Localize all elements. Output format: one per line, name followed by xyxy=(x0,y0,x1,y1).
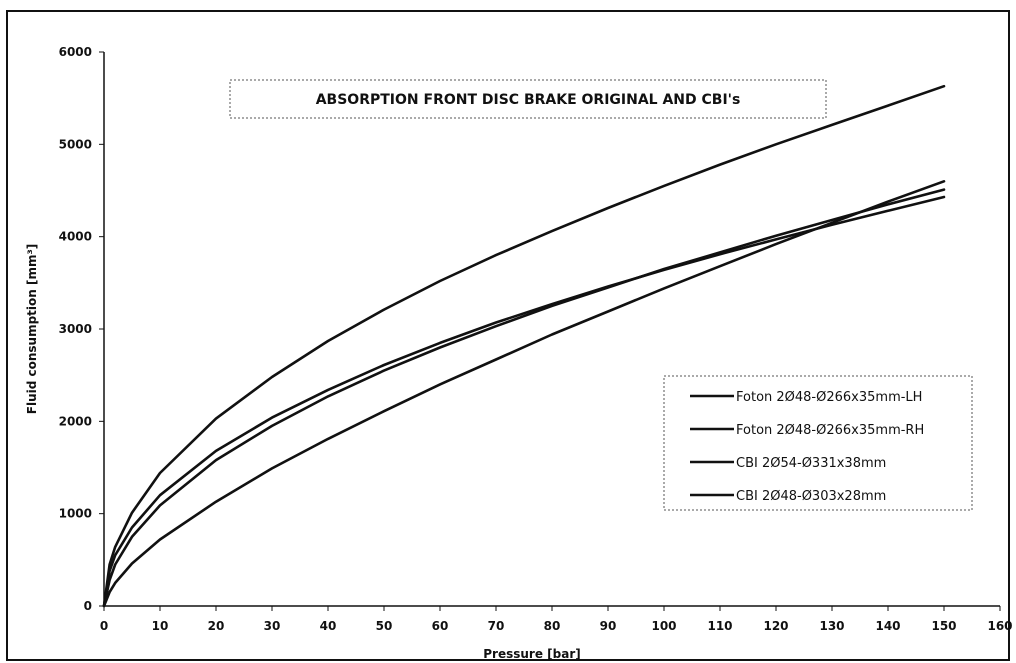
series-layer xyxy=(102,84,946,608)
series-line-1 xyxy=(102,84,946,608)
x-tick-label: 150 xyxy=(931,619,956,633)
y-tick-label: 5000 xyxy=(59,137,92,151)
x-tick-label: 120 xyxy=(763,619,788,633)
legend-label: Foton 2Ø48-Ø266x35mm-RH xyxy=(736,423,924,438)
x-tick-label: 30 xyxy=(264,619,281,633)
x-tick-label: 10 xyxy=(152,619,169,633)
legend-label: Foton 2Ø48-Ø266x35mm-LH xyxy=(736,390,922,405)
x-axis-label: Pressure [bar] xyxy=(483,647,581,661)
x-tick-label: 50 xyxy=(376,619,393,633)
x-tick-label: 100 xyxy=(651,619,676,633)
x-tick-label: 140 xyxy=(875,619,900,633)
x-tick-label: 130 xyxy=(819,619,844,633)
y-tick-label: 0 xyxy=(84,599,92,613)
y-tick-label: 2000 xyxy=(59,414,92,428)
y-tick-label: 1000 xyxy=(59,507,92,521)
series-line-2 xyxy=(102,195,946,608)
legend-label: CBI 2Ø48-Ø303x28mm xyxy=(736,489,886,504)
x-tick-label: 60 xyxy=(432,619,449,633)
legend: Foton 2Ø48-Ø266x35mm-LH Foton 2Ø48-Ø266x3… xyxy=(663,375,973,511)
x-tick-label: 40 xyxy=(320,619,337,633)
x-tick-label: 20 xyxy=(208,619,225,633)
y-axis-label: Fluid consumption [mm³] xyxy=(25,244,39,414)
y-tick-label: 3000 xyxy=(59,322,92,336)
line-chart: 0 10 20 30 40 50 60 70 80 90 100 110 120 130 140 150 160… xyxy=(25,45,1012,661)
x-tick-label: 160 xyxy=(987,619,1012,633)
title-box: ABSORPTION FRONT DISC BRAKE ORIGINAL AND… xyxy=(229,79,827,119)
axes: 0 10 20 30 40 50 60 70 80 90 100 110 120 130 140 150 160… xyxy=(59,45,1012,633)
y-tick-label: 6000 xyxy=(59,45,92,59)
chart-title: ABSORPTION FRONT DISC BRAKE ORIGINAL AND… xyxy=(316,92,741,108)
series-line-4 xyxy=(102,180,946,608)
x-tick-label: 70 xyxy=(488,619,505,633)
legend-label: CBI 2Ø54-Ø331x38mm xyxy=(736,456,886,471)
x-tick-label: 80 xyxy=(544,619,561,633)
x-tick-label: 90 xyxy=(600,619,617,633)
x-tick-label: 0 xyxy=(100,619,108,633)
chart-frame: 0 10 20 30 40 50 60 70 80 90 100 110 120 130 140 150 160… xyxy=(6,10,1012,661)
y-tick-label: 4000 xyxy=(59,230,92,244)
series-line-3 xyxy=(102,188,946,608)
x-tick-label: 110 xyxy=(707,619,732,633)
legend-box xyxy=(663,375,973,511)
